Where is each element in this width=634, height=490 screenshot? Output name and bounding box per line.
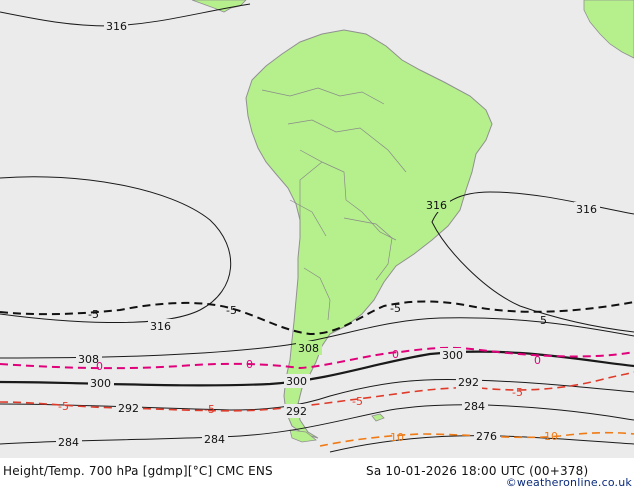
label-minus5-red-central: -5 — [204, 403, 215, 416]
label-308-west: 308 — [78, 353, 99, 366]
tierra-del-fuego — [289, 429, 317, 443]
label-0-east: 0 — [534, 354, 541, 367]
map-title: Height/Temp. 700 hPa [gdmp][°C] CMC ENS — [3, 464, 273, 478]
label-276: 276 — [476, 430, 497, 443]
credit-link[interactable]: ©weatheronline.co.uk — [505, 476, 632, 489]
label-minus5-central: -5 — [226, 304, 237, 317]
label-0-atlantic: 0 — [392, 348, 399, 361]
label-minus10-east: 10 — [544, 430, 558, 443]
label-308-andes: 308 — [298, 342, 319, 355]
contour-316-east — [431, 191, 634, 333]
map-canvas: 316 316 316 316 308 308 300 300 300 292 — [0, 0, 634, 453]
label-316-brazil: 316 — [426, 199, 447, 212]
label-292-east: 292 — [458, 376, 479, 389]
label-292-west: 292 — [118, 402, 139, 415]
label-292-patagonia: 292 — [286, 405, 307, 418]
label-284-west: 284 — [58, 436, 79, 449]
country-borders — [261, 87, 407, 321]
label-5-east: 5 — [540, 314, 547, 327]
contour-300 — [0, 350, 634, 387]
label-284-central: 284 — [204, 433, 225, 446]
map-area: 316 316 316 316 308 308 300 300 300 292 — [0, 0, 634, 458]
contour-316-loop — [0, 176, 232, 324]
label-minus5-red-east: -5 — [512, 386, 523, 399]
north-america-coast — [191, 0, 247, 13]
label-0-west: 0 — [96, 360, 103, 373]
contour-labels: 316 316 316 316 308 308 300 300 300 292 — [56, 19, 600, 449]
label-300-patagonia: 300 — [286, 375, 307, 388]
label-300-west: 300 — [90, 377, 111, 390]
label-minus5-west: -5 — [88, 308, 99, 321]
forecast-datetime: Sa 10-01-2026 18:00 UTC (00+378) — [366, 464, 589, 478]
map-footer: Height/Temp. 700 hPa [gdmp][°C] CMC ENS … — [0, 458, 634, 490]
label-0-central: 0 — [246, 358, 253, 371]
africa-tip — [583, 0, 634, 59]
falkland-islands — [371, 413, 385, 422]
isotherm-minus5 — [0, 300, 634, 336]
label-minus5-red-west: -5 — [58, 400, 69, 413]
label-284-east: 284 — [464, 400, 485, 413]
contour-284 — [0, 404, 634, 445]
label-316-west: 316 — [150, 320, 171, 333]
isotherm-0 — [0, 346, 634, 370]
label-300-east: 300 — [442, 349, 463, 362]
south-america-land — [245, 29, 493, 439]
label-minus5-atlantic: -5 — [390, 302, 401, 315]
label-minus5-red-patagonia: -5 — [352, 395, 363, 408]
contour-308 — [0, 317, 634, 359]
label-316-east: 316 — [576, 203, 597, 216]
label-316-north: 316 — [106, 20, 127, 33]
label-minus10-atlantic: 10 — [390, 431, 404, 444]
